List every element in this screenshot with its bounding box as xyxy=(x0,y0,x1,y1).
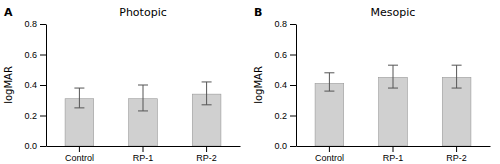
tick-label: 0.0 xyxy=(274,141,287,151)
axis-line xyxy=(46,25,47,147)
y-tick: 0.0 xyxy=(24,141,46,151)
error-cap xyxy=(74,88,84,89)
tick-label: RP-1 xyxy=(133,153,154,163)
x-tick: RP-2 xyxy=(446,146,467,163)
y-axis: 0.0 0.2 0.4 0.6 0.8 xyxy=(274,19,296,151)
error-bar xyxy=(452,65,462,88)
panel: 0.0 0.2 0.4 0.6 0.8 Control RP-1 RP-2 Mesopic Blo… xyxy=(253,6,491,163)
error-line xyxy=(329,73,330,91)
panel: 0.0 0.2 0.4 0.6 0.8 Control RP-1 RP-2 Photopic Al… xyxy=(3,6,241,163)
plot-area xyxy=(315,65,471,146)
x-tick: Control xyxy=(65,146,94,163)
axis-line xyxy=(296,25,297,147)
error-cap xyxy=(324,91,334,92)
tick-label: 0.8 xyxy=(274,19,287,29)
error-bar xyxy=(74,88,84,108)
tick-label: 0.0 xyxy=(24,141,37,151)
tick-label: RP-2 xyxy=(446,153,467,163)
tick-mark xyxy=(456,146,457,152)
tick-mark xyxy=(206,146,207,152)
error-line xyxy=(456,65,457,88)
panel-label: B xyxy=(254,6,262,19)
tick-mark xyxy=(290,85,296,86)
y-tick: 0.8 xyxy=(274,19,296,29)
tick-label: 0.2 xyxy=(274,111,287,121)
y-tick: 0.4 xyxy=(274,80,296,90)
y-axis-title: logMAR xyxy=(3,66,14,104)
tick-mark xyxy=(329,146,330,152)
title: Photopic xyxy=(119,6,166,19)
x-axis: Control RP-1 RP-2 xyxy=(47,146,241,163)
tick-label: 0.4 xyxy=(24,80,37,90)
y-tick: 0.2 xyxy=(24,111,46,121)
error-cap xyxy=(388,65,398,66)
tick-mark xyxy=(79,146,80,152)
x-tick: RP-2 xyxy=(196,146,217,163)
error-bar xyxy=(202,82,212,105)
error-bar xyxy=(138,85,148,111)
y-tick: 0.0 xyxy=(274,141,296,151)
error-line xyxy=(79,88,80,108)
title: Mesopic xyxy=(371,6,416,19)
y-axis: 0.0 0.2 0.4 0.6 0.8 xyxy=(24,19,46,151)
error-cap xyxy=(138,85,148,86)
error-cap xyxy=(74,107,84,108)
error-line xyxy=(143,85,144,111)
error-cap xyxy=(202,81,212,82)
y-tick: 0.2 xyxy=(274,111,296,121)
tick-mark xyxy=(290,24,296,25)
bar xyxy=(315,83,344,146)
error-bar xyxy=(388,65,398,88)
error-cap xyxy=(452,65,462,66)
tick-label: 0.2 xyxy=(24,111,37,121)
tick-mark xyxy=(143,146,144,152)
y-axis-title: logMAR xyxy=(253,66,264,104)
tick-label: 0.6 xyxy=(24,50,37,60)
tick-mark xyxy=(393,146,394,152)
plot-area xyxy=(65,82,221,146)
panel-label: A xyxy=(4,6,13,19)
x-tick: Control xyxy=(315,146,344,163)
y-tick: 0.8 xyxy=(24,19,46,29)
tick-label: RP-1 xyxy=(383,153,404,163)
y-tick: 0.6 xyxy=(274,50,296,60)
tick-label: 0.6 xyxy=(274,50,287,60)
tick-label: 0.4 xyxy=(274,80,287,90)
tick-mark xyxy=(40,146,46,147)
tick-label: RP-2 xyxy=(196,153,217,163)
tick-label: Control xyxy=(315,153,344,163)
error-bar xyxy=(324,73,334,91)
bar xyxy=(442,77,471,146)
tick-label: 0.8 xyxy=(24,19,37,29)
tick-mark xyxy=(290,116,296,117)
error-line xyxy=(206,82,207,105)
x-axis: Control RP-1 RP-2 xyxy=(297,146,491,163)
x-tick: RP-1 xyxy=(133,146,154,163)
figure: 0.0 0.2 0.4 0.6 0.8 Control RP-1 RP-2 Photopic Al… xyxy=(0,0,500,164)
x-tick: RP-1 xyxy=(383,146,404,163)
tick-mark xyxy=(40,116,46,117)
bar xyxy=(379,77,408,146)
error-cap xyxy=(452,88,462,89)
tick-mark xyxy=(40,24,46,25)
tick-mark xyxy=(290,146,296,147)
y-tick: 0.4 xyxy=(24,80,46,90)
y-tick: 0.6 xyxy=(24,50,46,60)
error-cap xyxy=(388,88,398,89)
tick-mark xyxy=(40,55,46,56)
tick-mark xyxy=(290,55,296,56)
error-line xyxy=(393,65,394,88)
error-cap xyxy=(138,110,148,111)
tick-mark xyxy=(40,85,46,86)
error-cap xyxy=(324,72,334,73)
error-cap xyxy=(202,104,212,105)
tick-label: Control xyxy=(65,153,94,163)
